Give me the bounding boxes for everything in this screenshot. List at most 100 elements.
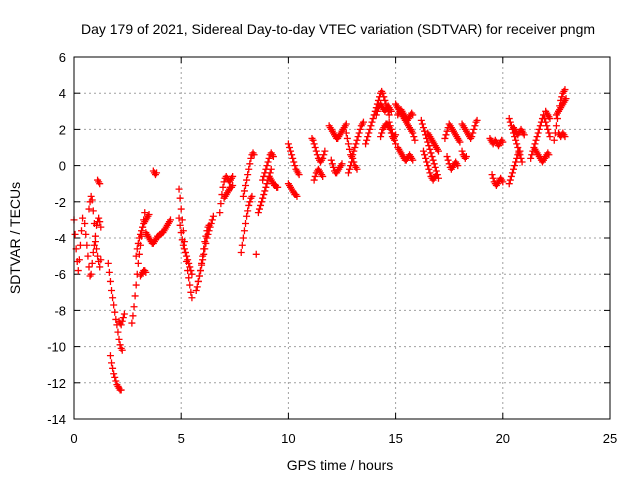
data-point-marker	[342, 129, 350, 137]
series-arc-50	[488, 171, 507, 190]
y-tick-label: -10	[47, 340, 66, 355]
data-point-marker	[134, 259, 142, 267]
data-point-marker	[88, 259, 96, 267]
series-arc-2	[81, 220, 98, 280]
data-point-marker	[194, 277, 202, 285]
series-arc-49	[486, 134, 507, 150]
data-point-marker	[313, 151, 321, 159]
series-arc-35	[362, 87, 393, 148]
series-arc-47	[458, 116, 481, 142]
series-arc-20	[220, 182, 237, 202]
data-point-marker	[130, 303, 138, 311]
data-point-marker	[105, 268, 113, 276]
data-point-marker	[196, 267, 204, 275]
data-point-marker	[117, 321, 125, 329]
data-point-marker	[355, 129, 363, 137]
data-point-marker	[425, 165, 433, 173]
data-point-marker	[96, 218, 104, 226]
series-arc-30	[310, 165, 327, 184]
data-point-marker	[352, 140, 360, 148]
data-point-marker	[441, 134, 449, 142]
data-point-marker	[246, 198, 254, 206]
data-point-marker	[321, 147, 329, 155]
data-point-marker	[110, 370, 118, 378]
data-point-marker	[356, 125, 364, 133]
data-point-marker	[94, 252, 102, 260]
data-point-marker	[201, 238, 209, 246]
data-point-marker	[385, 111, 393, 119]
data-point-marker	[186, 263, 194, 271]
data-point-marker	[115, 335, 123, 343]
series-arc-15	[175, 185, 196, 302]
series-arc-19	[216, 172, 237, 217]
data-point-marker	[518, 158, 526, 166]
data-point-marker	[409, 129, 417, 137]
series-arc-38	[385, 118, 400, 148]
series-arc-14	[149, 167, 161, 179]
series-arc-31	[325, 120, 350, 142]
data-point-marker	[372, 111, 380, 119]
series-arc-43	[419, 147, 440, 184]
data-point-marker	[188, 294, 196, 302]
data-point-marker	[488, 171, 496, 179]
data-point-marker	[365, 129, 373, 137]
x-tick-label: 15	[388, 431, 402, 446]
data-point-marker	[269, 153, 277, 161]
data-point-marker	[260, 191, 268, 199]
data-point-marker	[310, 140, 318, 148]
data-point-marker	[431, 163, 439, 171]
data-point-marker	[421, 151, 429, 159]
data-point-marker	[378, 129, 386, 137]
series-arc-46	[443, 153, 462, 173]
data-point-marker	[110, 301, 118, 309]
data-point-marker	[409, 156, 417, 164]
data-point-marker	[512, 158, 520, 166]
data-point-marker	[84, 252, 92, 260]
data-point-marker	[377, 133, 385, 141]
data-point-marker	[177, 229, 185, 237]
data-point-marker	[374, 96, 382, 104]
data-point-marker	[424, 162, 432, 170]
data-point-marker	[320, 151, 328, 159]
data-point-marker	[116, 341, 124, 349]
data-point-marker	[180, 245, 188, 253]
data-point-marker	[349, 154, 357, 162]
data-point-marker	[209, 212, 217, 220]
data-point-marker	[202, 232, 210, 240]
data-point-marker	[454, 162, 462, 170]
data-point-marker	[178, 236, 186, 244]
x-tick-label: 5	[178, 431, 185, 446]
data-point-marker	[139, 223, 147, 231]
data-point-marker	[469, 129, 477, 137]
data-point-marker	[93, 221, 101, 229]
data-point-marker	[71, 230, 79, 238]
data-point-marker	[499, 178, 507, 186]
y-tick-label: 2	[59, 122, 66, 137]
data-point-marker	[354, 133, 362, 141]
data-point-marker	[108, 286, 116, 294]
x-tick-label: 0	[70, 431, 77, 446]
data-point-marker	[386, 122, 394, 130]
data-point-marker	[319, 172, 327, 180]
y-axis-title: SDTVAR / TECUs	[7, 182, 23, 294]
data-point-marker	[262, 165, 270, 173]
data-point-marker	[385, 118, 393, 126]
data-point-marker	[510, 165, 518, 173]
data-point-marker	[74, 267, 82, 275]
data-point-marker	[289, 154, 297, 162]
data-point-marker	[381, 96, 389, 104]
data-point-marker	[411, 136, 419, 144]
data-point-marker	[129, 312, 137, 320]
data-point-marker	[118, 346, 126, 354]
series-arc-27	[284, 140, 303, 179]
x-tick-label: 20	[496, 431, 510, 446]
data-point-marker	[426, 169, 434, 177]
data-point-marker	[389, 133, 397, 141]
data-point-marker	[229, 182, 237, 190]
data-point-marker	[543, 122, 551, 130]
series-arc-29	[308, 134, 329, 166]
x-axis-title: GPS time / hours	[287, 457, 394, 473]
series-arc-55	[531, 145, 553, 166]
data-point-marker	[387, 107, 395, 115]
data-point-marker	[89, 207, 97, 215]
